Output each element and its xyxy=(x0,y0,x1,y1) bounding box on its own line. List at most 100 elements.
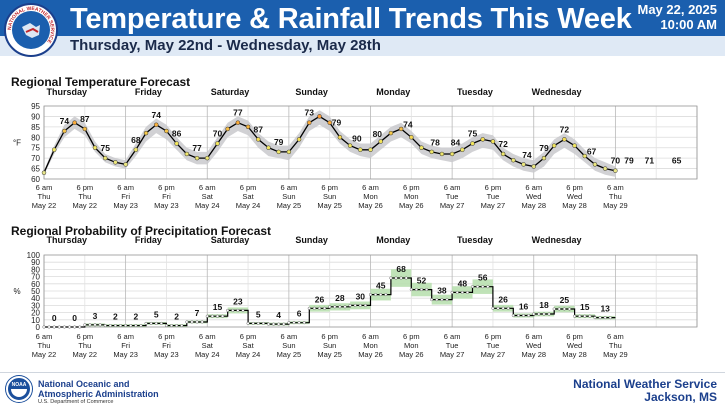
precip-point xyxy=(430,298,434,302)
precip-point xyxy=(440,298,444,302)
temperature-point xyxy=(531,164,536,169)
temperature-data-label: 71 xyxy=(645,156,655,166)
temperature-point xyxy=(174,141,179,146)
temperature-point xyxy=(327,120,332,125)
precip-data-label: 0 xyxy=(52,313,57,323)
precip-point xyxy=(124,324,128,328)
noaa-logo: NOAA xyxy=(6,376,32,402)
precip-data-label: 7 xyxy=(195,308,200,318)
x-tick-time: 6 pm xyxy=(158,332,175,341)
precip-point xyxy=(516,313,520,317)
temperature-data-label: 87 xyxy=(254,124,264,134)
temperature-data-label: 74 xyxy=(152,110,162,120)
precip-point xyxy=(328,305,332,309)
precip-point xyxy=(394,276,398,280)
x-tick-time: 6 am xyxy=(362,183,379,192)
noaa-logo-label-svg: NOAA xyxy=(12,382,27,388)
temperature-point xyxy=(164,128,169,134)
x-tick-date: May 24 xyxy=(195,201,220,210)
noaa-logo-label: NOAA xyxy=(12,382,27,388)
x-tick-day: Sat xyxy=(242,192,254,201)
x-tick-time: 6 am xyxy=(525,183,542,192)
x-tick-date: May 22 xyxy=(73,350,98,359)
precip-point xyxy=(323,306,327,310)
precip-point xyxy=(149,321,153,325)
precip-data-label: 2 xyxy=(174,312,179,322)
precip-data-label: 26 xyxy=(498,294,508,304)
x-tick-date: May 23 xyxy=(113,201,138,210)
x-tick-day: Mon xyxy=(404,192,419,201)
temperature-data-label: 79 xyxy=(539,143,549,153)
precip-point xyxy=(522,313,526,317)
precip-point xyxy=(578,314,582,318)
plot-frame xyxy=(43,105,698,180)
precip-point xyxy=(404,276,408,280)
temperature-data-label: 65 xyxy=(672,156,682,166)
precip-point xyxy=(139,324,143,328)
precip-data-label: 56 xyxy=(478,273,488,283)
temperature-point xyxy=(511,157,516,163)
temperature-point xyxy=(368,147,373,153)
x-tick-day: Mon xyxy=(404,341,419,350)
y-axis-label: % xyxy=(13,287,20,296)
precip-point xyxy=(476,285,480,289)
precip-point xyxy=(210,314,214,318)
precip-point xyxy=(333,305,337,309)
x-tick-time: 6 pm xyxy=(403,183,420,192)
y-axis-label: °F xyxy=(13,139,21,148)
x-tick-day: Thu xyxy=(38,341,51,350)
temperature-point xyxy=(133,147,139,153)
precip-point xyxy=(62,325,66,329)
x-tick-date: May 27 xyxy=(481,350,506,359)
precip-point xyxy=(506,306,510,310)
header-banner xyxy=(0,0,725,36)
precip-point xyxy=(338,305,342,309)
x-tick-day: Wed xyxy=(567,192,582,201)
temperature-point xyxy=(419,145,424,150)
precip-point xyxy=(241,308,245,312)
day-name-label: Monday xyxy=(376,87,410,97)
precip-point xyxy=(52,325,56,329)
temperature-point xyxy=(460,147,465,153)
precip-chart-title: Regional Probability of Precipitation Fo… xyxy=(11,224,272,238)
precip-point xyxy=(547,312,551,316)
precip-point xyxy=(83,323,87,327)
precip-point xyxy=(363,303,367,307)
x-tick-day: Sun xyxy=(282,192,295,201)
x-tick-time: 6 pm xyxy=(158,183,175,192)
temperature-data-label: 73 xyxy=(305,108,315,118)
temperature-point xyxy=(235,120,241,125)
precip-point xyxy=(47,325,51,329)
x-tick-date: May 27 xyxy=(440,201,465,210)
precip-point xyxy=(409,288,413,292)
precip-point xyxy=(501,306,505,310)
precip-data-label: 15 xyxy=(580,302,590,312)
x-tick-date: May 27 xyxy=(481,201,506,210)
precip-data-label: 13 xyxy=(600,304,610,314)
temperature-data-label: 84 xyxy=(451,138,461,148)
x-tick-day: Wed xyxy=(526,341,541,350)
noaa-name-line1: National Oceanic and xyxy=(38,379,130,389)
temperature-point xyxy=(500,151,506,157)
x-tick-day: Sun xyxy=(323,341,336,350)
temperature-chart-title: Regional Temperature Forecast xyxy=(11,75,191,89)
precip-point xyxy=(282,322,286,326)
precip-data-label: 48 xyxy=(458,278,468,288)
precip-point xyxy=(256,321,260,325)
day-name-label: Saturday xyxy=(211,87,250,97)
precip-point xyxy=(68,325,72,329)
precip-point xyxy=(93,323,97,327)
temperature-point xyxy=(102,155,108,161)
temperature-point xyxy=(82,126,88,132)
y-tick-label: 80 xyxy=(31,133,40,142)
precip-point xyxy=(159,321,163,325)
x-tick-time: 6 am xyxy=(281,183,298,192)
day-name-label: Friday xyxy=(135,87,162,97)
temperature-point xyxy=(602,166,608,171)
temperature-point xyxy=(347,143,353,148)
x-tick-time: 6 am xyxy=(525,332,542,341)
precip-point xyxy=(511,313,515,317)
y-tick-label: 100 xyxy=(27,251,41,260)
precip-point xyxy=(603,316,607,320)
x-tick-day: Thu xyxy=(609,192,622,201)
